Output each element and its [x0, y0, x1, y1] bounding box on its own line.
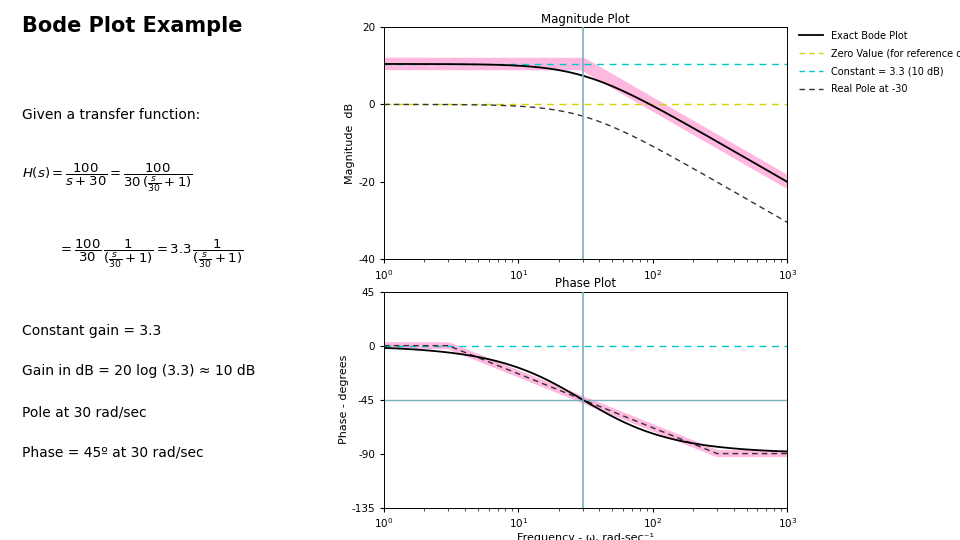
Text: Given a transfer function:: Given a transfer function:	[22, 108, 200, 122]
Title: Phase Plot: Phase Plot	[555, 278, 616, 291]
Text: $= \dfrac{100}{30}\,\dfrac{1}{(\frac{s}{30}+1)} = 3.3\,\dfrac{1}{(\frac{s}{30}+1: $= \dfrac{100}{30}\,\dfrac{1}{(\frac{s}{…	[59, 238, 244, 270]
Title: Magnitude Plot: Magnitude Plot	[541, 13, 630, 26]
Y-axis label: Magnitude  dB: Magnitude dB	[346, 103, 355, 184]
X-axis label: Frequency - ω, rad-sec⁻¹: Frequency - ω, rad-sec⁻¹	[517, 533, 654, 540]
Text: Phase = 45º at 30 rad/sec: Phase = 45º at 30 rad/sec	[22, 446, 204, 460]
Text: Gain in dB = 20 log (3.3) ≈ 10 dB: Gain in dB = 20 log (3.3) ≈ 10 dB	[22, 364, 255, 379]
Text: Constant gain = 3.3: Constant gain = 3.3	[22, 324, 161, 338]
Y-axis label: Phase - degrees: Phase - degrees	[339, 355, 348, 444]
Text: Bode Plot Example: Bode Plot Example	[22, 16, 242, 36]
Text: $H(s) = \dfrac{100}{s+30} = \dfrac{100}{30\,(\frac{s}{30}+1)}$: $H(s) = \dfrac{100}{s+30} = \dfrac{100}{…	[22, 162, 193, 194]
Legend: Exact Bode Plot, Zero Value (for reference only), Constant = 3.3 (10 dB), Real P: Exact Bode Plot, Zero Value (for referen…	[795, 27, 960, 98]
Text: Pole at 30 rad/sec: Pole at 30 rad/sec	[22, 405, 147, 419]
